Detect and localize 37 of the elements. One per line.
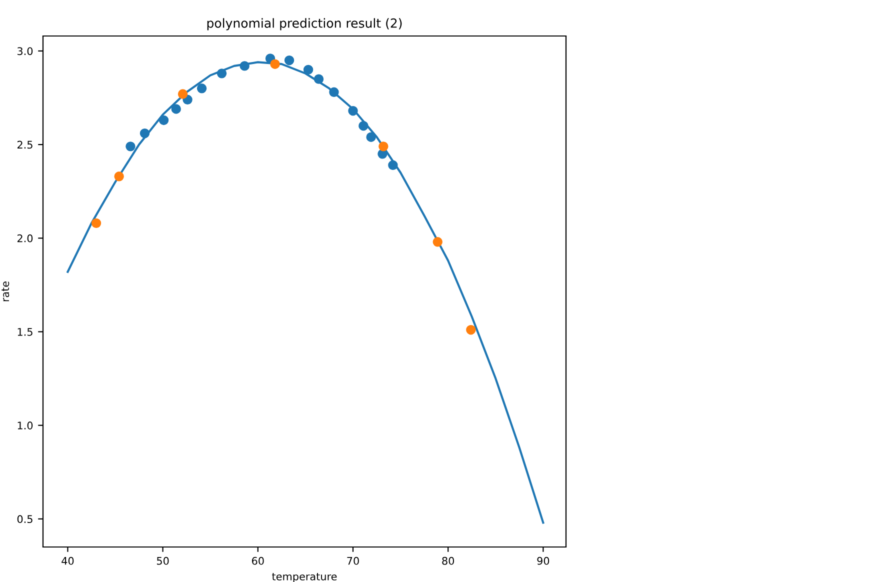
point [432, 237, 442, 247]
point [358, 120, 368, 131]
chart-title: polynomial prediction result (2) [207, 18, 402, 30]
point [216, 68, 227, 78]
point [91, 218, 102, 228]
y-tick-label: 2.5 [17, 140, 32, 149]
x-tick-label: 40 [62, 556, 74, 565]
y-tick-label: 1.5 [18, 328, 32, 336]
y-tick-label: 3.0 [18, 47, 33, 56]
x-tick-label: 70 [347, 556, 359, 565]
point [240, 61, 250, 71]
y-tick-label: 2.0 [17, 234, 33, 242]
point [329, 87, 339, 98]
x-tick-label: 80 [442, 556, 454, 565]
point [114, 172, 124, 182]
x-tick-label: 50 [156, 556, 169, 565]
point [366, 132, 376, 142]
y-tick-label: 0.5 [17, 515, 32, 524]
x-tick-label: 60 [252, 556, 264, 565]
x-tick-label: 90 [537, 556, 550, 565]
point [171, 104, 181, 114]
point [466, 325, 476, 335]
point [284, 55, 294, 66]
point [314, 74, 324, 84]
point [388, 160, 398, 170]
point [348, 106, 358, 116]
point [178, 89, 188, 99]
point [140, 128, 150, 138]
point [126, 142, 136, 152]
point [303, 64, 314, 75]
point [378, 142, 388, 152]
x-axis-title: temperature [272, 572, 337, 582]
point [196, 84, 207, 94]
point [270, 59, 280, 69]
point [158, 115, 169, 126]
y-axis-title: rate [2, 281, 10, 302]
y-tick-label: 1.0 [18, 422, 33, 430]
